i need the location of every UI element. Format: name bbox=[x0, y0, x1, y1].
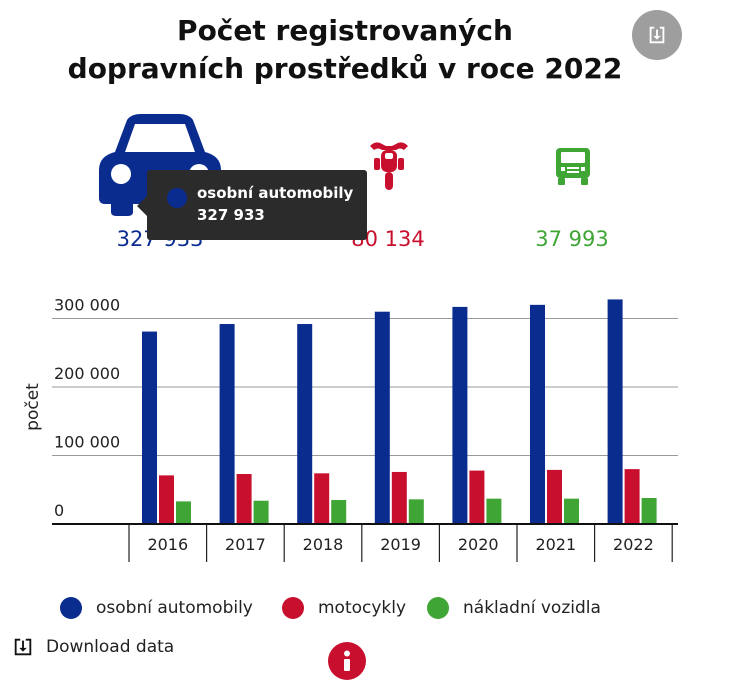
bar bbox=[159, 475, 174, 524]
bar bbox=[641, 497, 657, 524]
bar bbox=[391, 471, 407, 524]
y-tick-label: 0 bbox=[54, 501, 64, 520]
bar bbox=[314, 473, 330, 524]
y-tick-label: 300 000 bbox=[54, 296, 120, 315]
tooltip-series-marker bbox=[167, 188, 187, 208]
info-button[interactable] bbox=[328, 642, 366, 680]
y-tick-label: 100 000 bbox=[54, 433, 120, 452]
y-tick-label: 200 000 bbox=[54, 364, 120, 383]
bar-chart: 0 100 000 200 000 300 000 počet 2016 2017 2018 2… bbox=[23, 296, 678, 562]
bar bbox=[408, 499, 424, 524]
legend-item-motorcycles[interactable]: motocykly bbox=[282, 597, 406, 619]
stat-value-truck: 37 993 bbox=[535, 227, 609, 251]
legend-item-cars[interactable]: osobní automobily bbox=[60, 597, 253, 619]
bar bbox=[452, 306, 468, 524]
legend-label-cars: osobní automobily bbox=[96, 598, 253, 618]
truck-icon bbox=[556, 148, 590, 185]
download-icon bbox=[649, 26, 665, 44]
legend-marker-motorcycles bbox=[282, 597, 304, 619]
chart-title-line-2: dopravních prostředků v roce 2022 bbox=[67, 52, 623, 85]
x-tick-label: 2016 bbox=[147, 535, 188, 554]
tooltip-value: 327 933 bbox=[197, 206, 265, 224]
bar bbox=[331, 500, 347, 524]
bar bbox=[176, 501, 191, 524]
chart-title: Počet registrovaných dopravních prostřed… bbox=[0, 12, 690, 88]
x-tick-label: 2022 bbox=[613, 535, 654, 554]
bar bbox=[219, 324, 235, 524]
stat-truck bbox=[554, 146, 592, 190]
x-tick-label: 2020 bbox=[458, 535, 499, 554]
bar bbox=[142, 331, 157, 524]
export-button[interactable] bbox=[632, 10, 682, 60]
bar bbox=[253, 500, 269, 524]
bar bbox=[469, 470, 485, 524]
bar bbox=[486, 498, 502, 524]
bar bbox=[236, 474, 252, 524]
legend-label-trucks: nákladní vozidla bbox=[463, 598, 601, 618]
download-icon bbox=[14, 638, 32, 656]
legend-item-trucks[interactable]: nákladní vozidla bbox=[427, 597, 601, 619]
stat-motorcycle bbox=[368, 138, 410, 196]
tooltip-series-name: osobní automobily bbox=[197, 184, 354, 202]
legend-marker-trucks bbox=[427, 597, 449, 619]
y-axis-label: počet bbox=[23, 383, 43, 431]
x-tick-label: 2018 bbox=[303, 535, 344, 554]
x-tick-label: 2017 bbox=[225, 535, 266, 554]
bar bbox=[607, 299, 623, 524]
x-tick-label: 2021 bbox=[535, 535, 576, 554]
bar bbox=[530, 304, 545, 524]
x-tick-label: 2019 bbox=[380, 535, 421, 554]
download-data-label: Download data bbox=[46, 637, 175, 657]
bar bbox=[547, 469, 562, 524]
bar bbox=[624, 469, 640, 524]
download-data-button[interactable]: Download data bbox=[12, 636, 174, 658]
legend-marker-cars bbox=[60, 597, 82, 619]
bar bbox=[297, 324, 313, 524]
legend-label-motorcycles: motocykly bbox=[318, 598, 407, 618]
chart-tooltip: osobní automobily 327 933 bbox=[137, 170, 367, 240]
bar bbox=[374, 311, 390, 524]
info-icon bbox=[344, 650, 350, 671]
bar bbox=[564, 498, 579, 524]
motorcycle-icon bbox=[370, 142, 408, 190]
chart-title-line-1: Počet registrovaných bbox=[177, 14, 513, 47]
